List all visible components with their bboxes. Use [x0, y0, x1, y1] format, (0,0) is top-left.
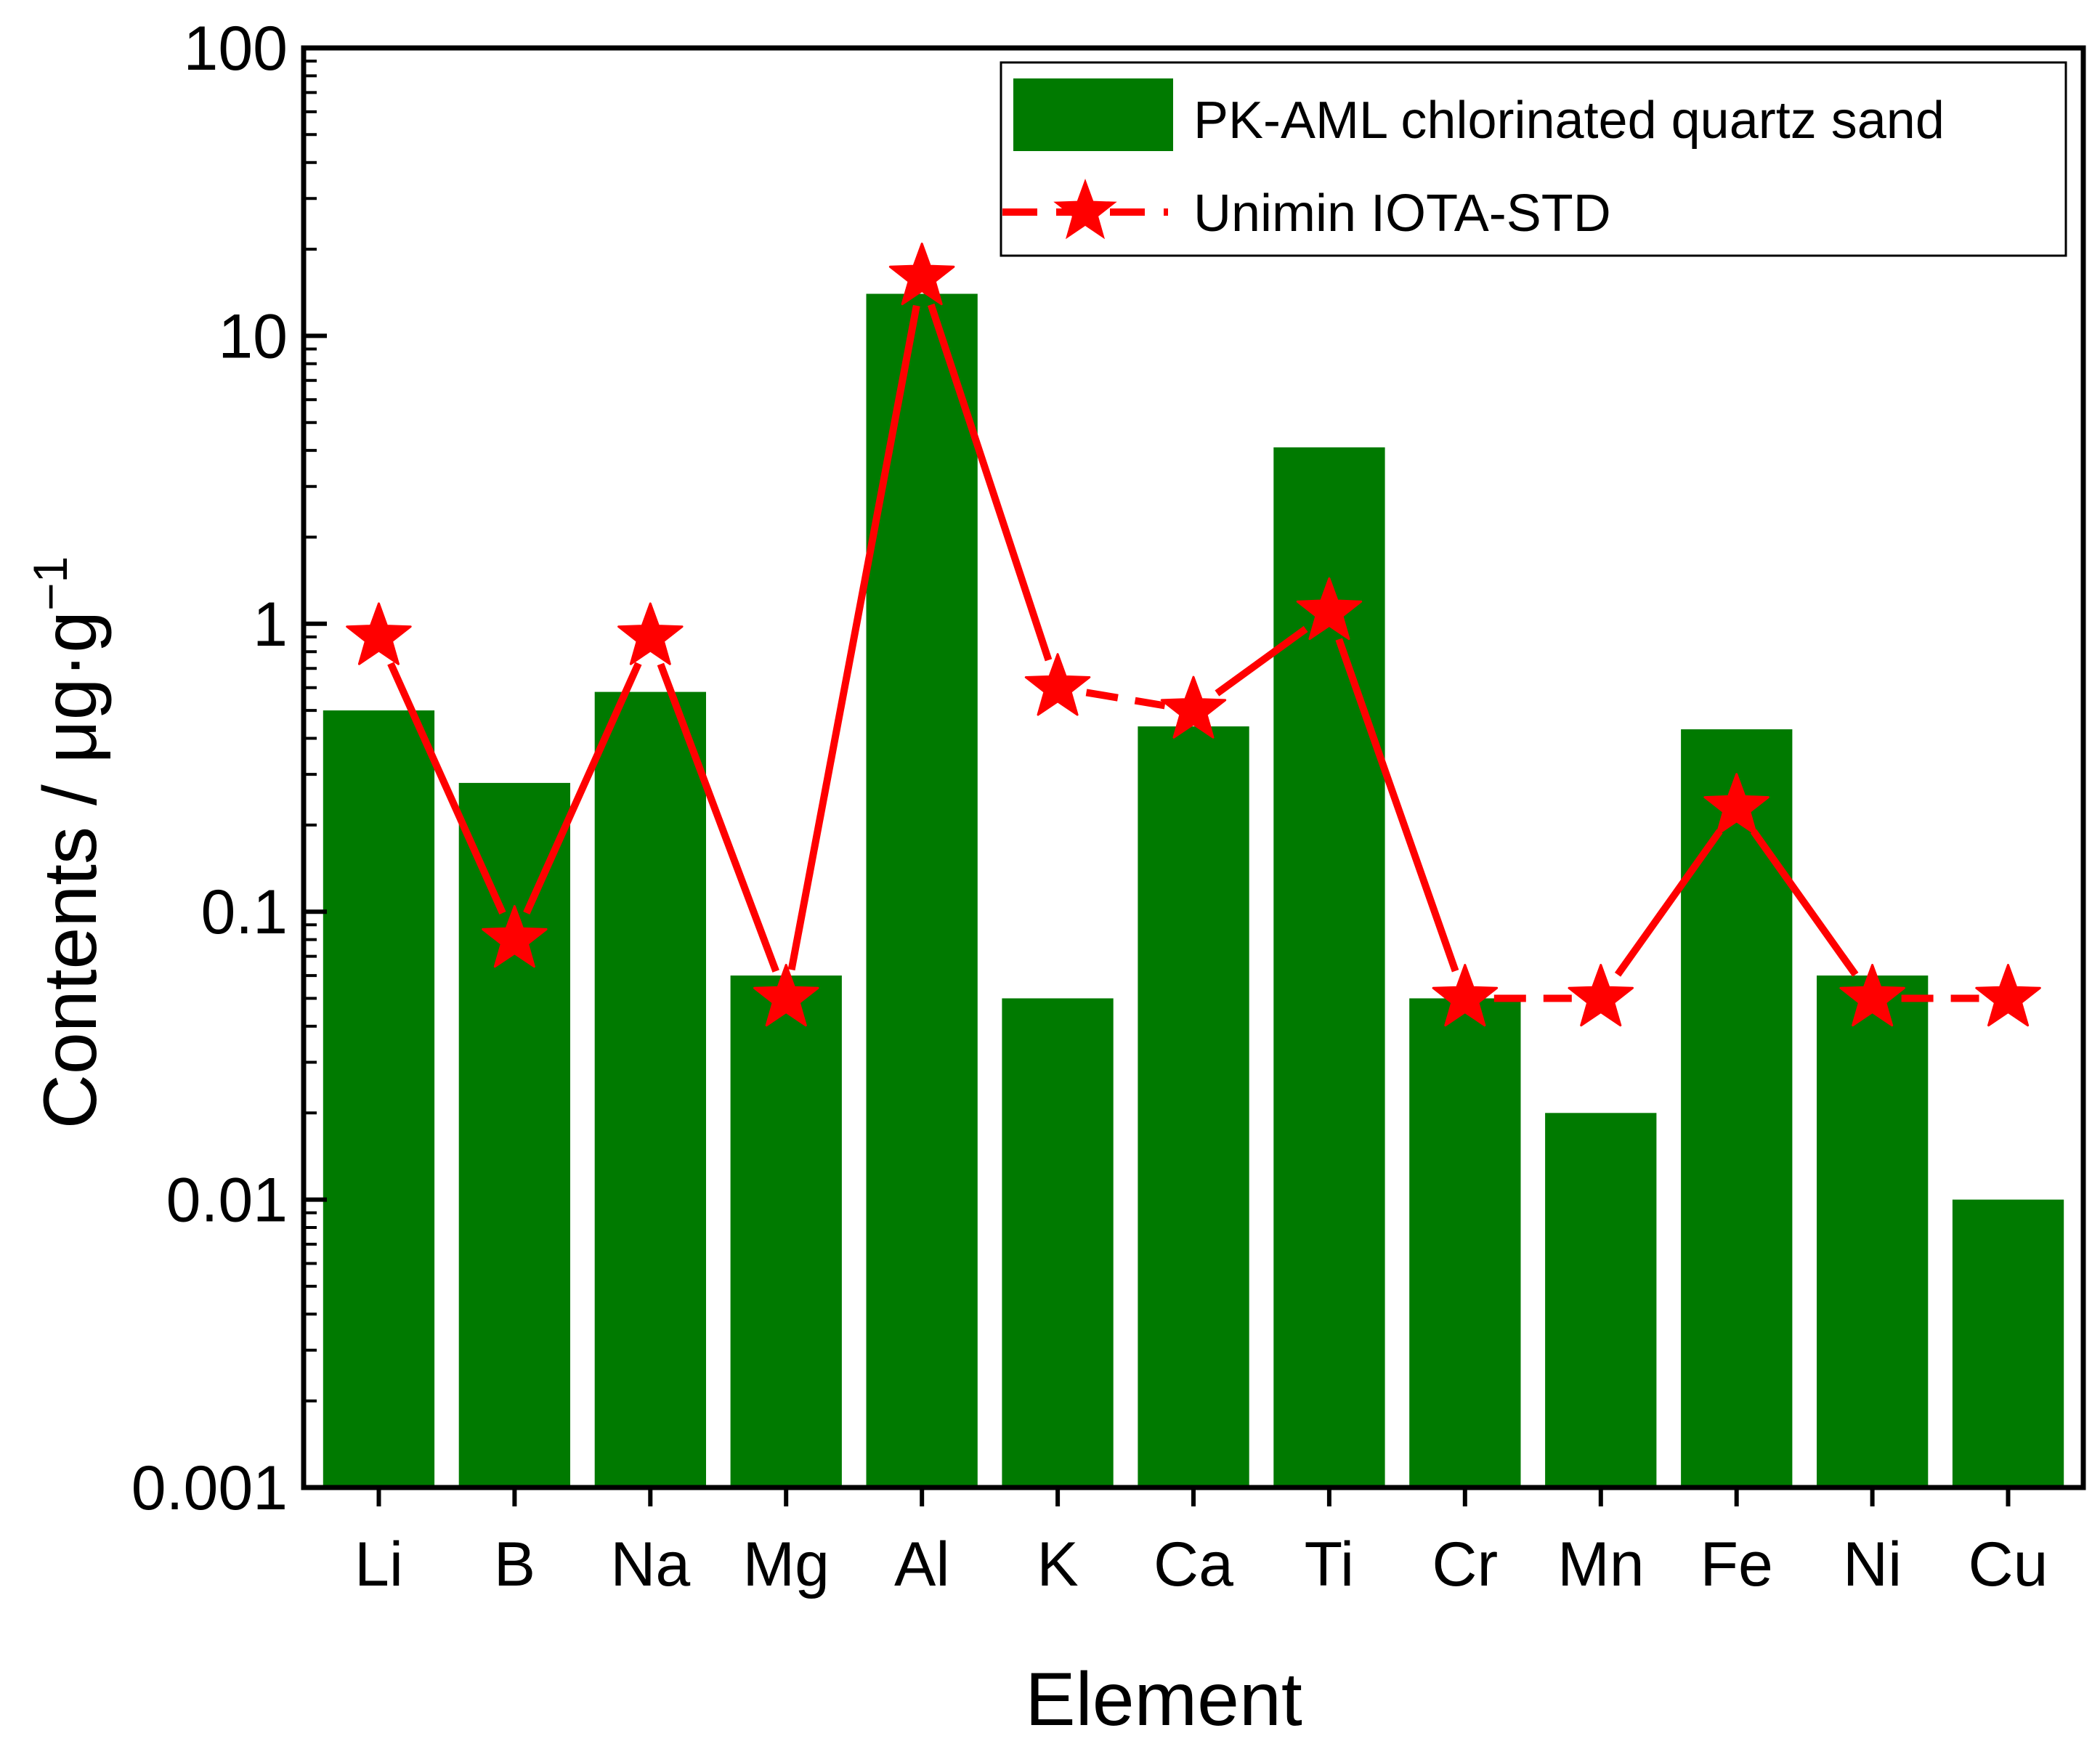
star-marker-al — [888, 243, 955, 306]
legend: PK-AML chlorinated quartz sand Unimin IO… — [1000, 61, 2067, 257]
y-axis-title: Contents / μg·g−1 — [23, 556, 113, 1129]
line-segment — [1750, 829, 1859, 977]
x-tick-label-mg: Mg — [742, 1530, 829, 1599]
star-marker-fe — [1703, 773, 1769, 836]
bar-fe — [1681, 729, 1793, 1488]
x-axis-ticks: Li B Na Mg Al K Ca Ti Cr Mn Fe Ni Cu — [354, 1488, 2048, 1599]
line-segment — [1215, 625, 1308, 697]
x-tick-label-ca: Ca — [1154, 1530, 1233, 1599]
legend-label-bars: PK-AML chlorinated quartz sand — [1193, 92, 1945, 150]
star-marker-na — [617, 602, 684, 665]
x-tick-label-mn: Mn — [1557, 1530, 1644, 1599]
y-axis-ticks: 0.001 0.01 0.1 1 10 100 — [131, 14, 327, 1523]
x-tick-label-na: Na — [610, 1530, 690, 1599]
star-marker-cu — [1975, 964, 2041, 1027]
line-segment — [927, 303, 1053, 662]
x-tick-label-li: Li — [354, 1530, 403, 1599]
x-tick-label-fe: Fe — [1700, 1530, 1773, 1599]
x-tick-label-cr: Cr — [1432, 1530, 1498, 1599]
y-tick-label: 100 — [184, 14, 288, 84]
legend-box — [1000, 61, 2067, 257]
star-marker-ti — [1296, 577, 1363, 641]
x-tick-label-ni: Ni — [1843, 1530, 1902, 1599]
y-tick-label: 0.01 — [166, 1166, 288, 1235]
line-segment — [523, 662, 642, 915]
bar-k — [1002, 998, 1114, 1488]
bar-ni — [1817, 975, 1929, 1488]
x-tick-label-b: B — [494, 1530, 535, 1599]
y-tick-label: 1 — [253, 590, 288, 660]
x-axis-title: Element — [1025, 1657, 1302, 1742]
bar-mn — [1545, 1113, 1657, 1488]
legend-star-marker — [1053, 179, 1117, 240]
line-segment — [787, 304, 920, 971]
bar-cu — [1952, 1199, 2064, 1488]
legend-swatch-bar — [1013, 78, 1173, 151]
star-marker-ni — [1839, 964, 1905, 1027]
star-marker-mn — [1568, 964, 1634, 1027]
y-axis-title-main: Contents / μg·g — [28, 611, 113, 1129]
line-segment — [387, 662, 506, 915]
y-axis-title-superscript: −1 — [23, 556, 77, 611]
bar-li — [323, 710, 435, 1488]
bar-cr — [1409, 998, 1521, 1488]
bar-b — [458, 782, 570, 1488]
legend-label-line: Unimin IOTA-STD — [1193, 184, 1611, 243]
bar-ca — [1138, 726, 1249, 1488]
line-segment — [1614, 829, 1723, 977]
x-tick-label-k: K — [1037, 1530, 1078, 1599]
bar-mg — [730, 975, 842, 1488]
x-tick-label-cu: Cu — [1969, 1530, 2048, 1599]
bar-na — [594, 691, 706, 1488]
x-tick-label-al: Al — [894, 1530, 949, 1599]
y-tick-label: 10 — [218, 301, 288, 371]
y-tick-label: 0.1 — [200, 877, 288, 947]
line-segment — [657, 662, 779, 973]
star-marker-k — [1024, 653, 1091, 716]
star-marker-cr — [1432, 964, 1499, 1027]
star-marker-mg — [753, 964, 819, 1027]
x-tick-label-ti: Ti — [1305, 1530, 1354, 1599]
bar-group — [323, 293, 2064, 1488]
line-segment — [1335, 638, 1459, 973]
star-marker-b — [482, 905, 548, 968]
star-marker-li — [346, 602, 412, 665]
star-marker-ca — [1160, 675, 1227, 739]
y-tick-label: 0.001 — [131, 1453, 288, 1523]
line-segment — [1085, 689, 1166, 710]
line-series-group — [346, 243, 2041, 1027]
